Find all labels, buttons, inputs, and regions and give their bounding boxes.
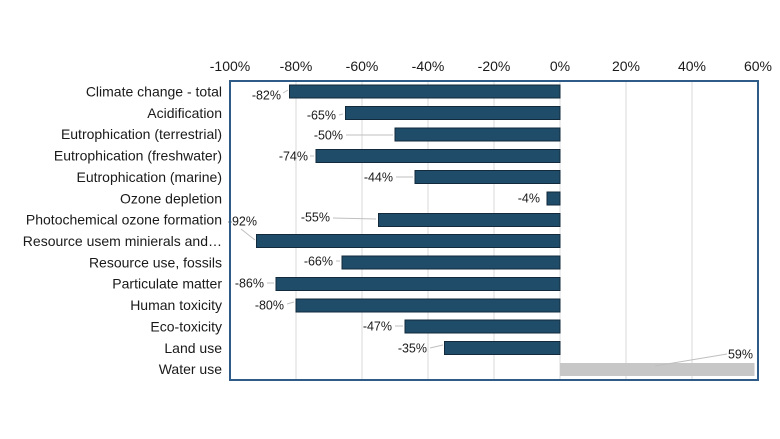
category-label-land-use: Land use xyxy=(164,340,222,356)
bar-eco-toxicity xyxy=(404,319,561,334)
data-label-ozone-depletion: -4% xyxy=(518,191,540,205)
category-label-water-use: Water use xyxy=(159,361,222,377)
bar-human-toxicity xyxy=(295,298,561,313)
category-label-acidification: Acidification xyxy=(147,105,222,121)
data-label-resource-usem-minierals-and: -92% xyxy=(228,214,257,228)
category-label-eutrophication-freshwater: Eutrophication (freshwater) xyxy=(54,148,222,164)
x-axis-tick-label: 20% xyxy=(612,58,640,74)
category-label-human-toxicity: Human toxicity xyxy=(130,297,222,313)
bar-eutrophication-terrestrial xyxy=(394,127,561,142)
category-label-photochemical-ozone-formation: Photochemical ozone formation xyxy=(26,212,222,228)
data-label-eutrophication-terrestrial: -50% xyxy=(314,128,343,142)
bar-particulate-matter xyxy=(275,276,561,291)
bar-ozone-depletion xyxy=(546,191,561,206)
x-axis-tick-label: -60% xyxy=(346,58,379,74)
bar-acidification xyxy=(345,106,561,121)
category-label-particulate-matter: Particulate matter xyxy=(112,276,222,292)
category-label-climate-change-total: Climate change - total xyxy=(86,83,222,99)
category-label-ozone-depletion: Ozone depletion xyxy=(120,190,222,206)
leader-line-resource-usem-minierals-and xyxy=(240,228,256,241)
data-label-water-use: 59% xyxy=(728,347,753,361)
bar-water-use xyxy=(560,362,755,376)
x-axis-tick-label: -40% xyxy=(412,58,445,74)
bar-eutrophication-freshwater xyxy=(315,148,561,163)
x-axis-tick-label: 40% xyxy=(678,58,706,74)
bar-eutrophication-marine xyxy=(414,170,561,185)
data-label-particulate-matter: -86% xyxy=(235,276,264,290)
data-label-eutrophication-marine: -44% xyxy=(364,170,393,184)
category-label-eutrophication-marine: Eutrophication (marine) xyxy=(76,169,222,185)
x-axis-tick-label: -100% xyxy=(210,58,250,74)
x-axis-tick-label: -80% xyxy=(280,58,313,74)
leader-line-human-toxicity xyxy=(286,301,295,305)
x-axis-tick-label: 60% xyxy=(744,58,772,74)
data-label-eco-toxicity: -47% xyxy=(363,319,392,333)
x-axis-tick-label: 0% xyxy=(550,58,570,74)
category-label-resource-use-fossils: Resource use, fossils xyxy=(89,254,222,270)
plot-border xyxy=(229,80,759,381)
data-label-acidification: -65% xyxy=(307,108,336,122)
bar-resource-use-fossils xyxy=(341,255,561,270)
category-label-eutrophication-terrestrial: Eutrophication (terrestrial) xyxy=(61,126,222,142)
bar-resource-usem-minierals-and xyxy=(255,234,561,249)
leader-line-land-use xyxy=(429,344,444,349)
data-label-resource-use-fossils: -66% xyxy=(304,254,333,268)
category-label-resource-usem-minierals-and: Resource usem minierals and… xyxy=(23,233,222,249)
leader-line-water-use xyxy=(654,353,728,367)
leader-line-climate-change-total xyxy=(282,89,289,94)
data-label-eutrophication-freshwater: -74% xyxy=(279,149,308,163)
bar-climate-change-total xyxy=(288,84,561,99)
leader-line-photochemical-ozone-formation xyxy=(332,217,377,220)
leader-line-acidification xyxy=(338,113,344,116)
bar-land-use xyxy=(444,340,561,355)
data-label-climate-change-total: -82% xyxy=(252,88,281,102)
data-label-land-use: -35% xyxy=(398,341,427,355)
data-label-human-toxicity: -80% xyxy=(255,298,284,312)
data-label-photochemical-ozone-formation: -55% xyxy=(301,210,330,224)
bar-photochemical-ozone-formation xyxy=(378,212,561,227)
category-label-eco-toxicity: Eco-toxicity xyxy=(150,318,222,334)
x-axis-tick-label: -20% xyxy=(478,58,511,74)
